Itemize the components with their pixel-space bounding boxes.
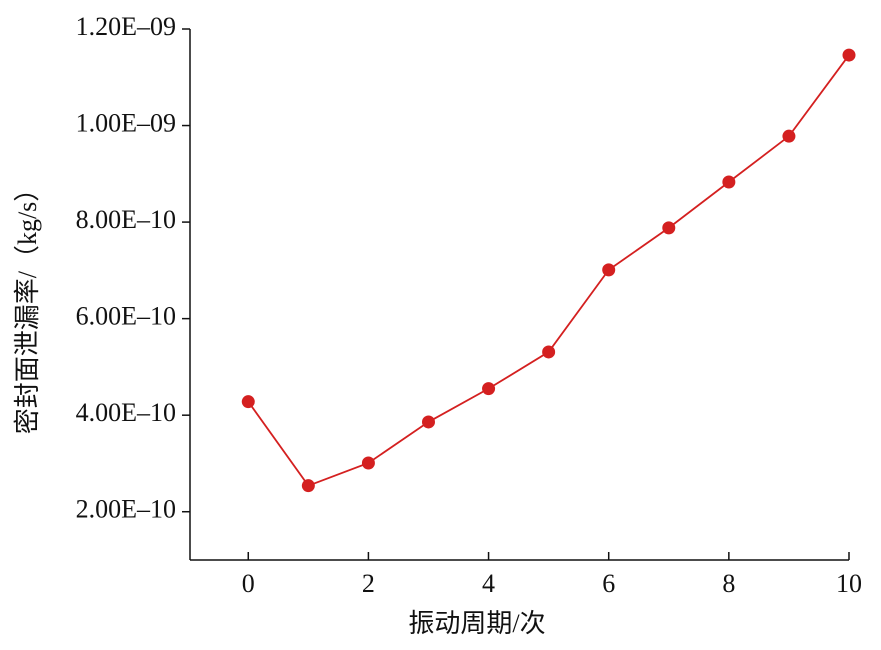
y-axis-label: 密封面泄漏率/（kg/s） bbox=[13, 176, 42, 435]
data-point bbox=[301, 479, 315, 493]
data-point bbox=[842, 48, 856, 62]
data-point bbox=[421, 415, 435, 429]
data-point bbox=[602, 263, 616, 277]
data-point bbox=[361, 456, 375, 470]
data-point bbox=[482, 382, 496, 396]
y-tick-label: 8.00E–10 bbox=[76, 205, 176, 234]
data-point bbox=[722, 175, 736, 189]
x-tick-label: 4 bbox=[482, 569, 495, 598]
data-line bbox=[247, 54, 850, 487]
y-tick-label: 2.00E–10 bbox=[76, 495, 176, 524]
x-tick-label: 6 bbox=[602, 569, 615, 598]
data-point bbox=[782, 129, 796, 143]
x-tick-label: 0 bbox=[242, 569, 255, 598]
y-tick-label: 1.20E–09 bbox=[76, 12, 176, 41]
y-tick-label: 1.00E–09 bbox=[76, 109, 176, 138]
x-tick-label: 8 bbox=[722, 569, 735, 598]
x-axis-label: 振动周期/次 bbox=[408, 609, 545, 638]
y-tick-label: 4.00E–10 bbox=[76, 398, 176, 427]
y-tick-label: 6.00E–10 bbox=[76, 302, 176, 331]
data-point bbox=[542, 345, 556, 359]
data-point bbox=[241, 395, 255, 409]
data-point bbox=[662, 221, 676, 235]
x-tick-label: 10 bbox=[836, 569, 862, 598]
x-tick-label: 2 bbox=[362, 569, 375, 598]
